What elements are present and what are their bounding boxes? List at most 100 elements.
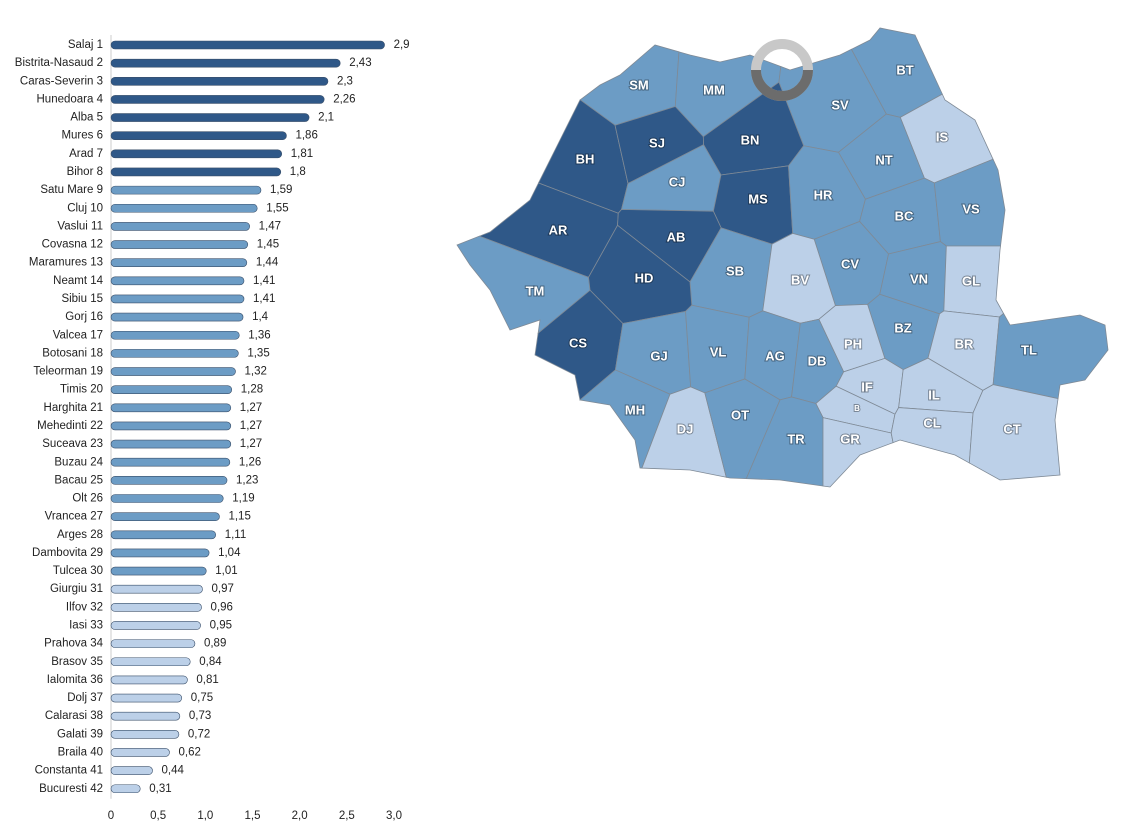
county-code: CV xyxy=(841,256,859,271)
county-code: TL xyxy=(1021,342,1037,357)
y-tick-label: Suceava 23 xyxy=(42,438,103,450)
county xyxy=(456,235,591,335)
value-label: 0,44 xyxy=(162,765,185,777)
y-tick-label: Dambovita 29 xyxy=(32,547,103,559)
y-tick-label: Satu Mare 9 xyxy=(40,184,103,196)
bar xyxy=(110,76,329,86)
y-tick-label: Vrancea 27 xyxy=(45,511,103,523)
value-label: 1,47 xyxy=(259,220,281,232)
bar xyxy=(110,40,385,50)
county-code: GJ xyxy=(650,348,667,363)
county-code: AR xyxy=(549,222,568,237)
bar xyxy=(110,222,250,231)
x-tick-label: 3,0 xyxy=(386,810,402,822)
bar xyxy=(110,693,183,703)
bar xyxy=(110,131,287,140)
bar xyxy=(110,113,310,122)
bar xyxy=(110,240,249,249)
bar xyxy=(110,367,236,376)
y-tick-label: Sibiu 15 xyxy=(61,293,103,305)
y-tick-label: Prahova 34 xyxy=(44,638,103,650)
y-tick-label: Dolj 37 xyxy=(67,692,103,704)
value-label: 1,41 xyxy=(253,275,275,287)
y-tick-label: Maramures 13 xyxy=(29,257,103,269)
y-tick-label: Timis 20 xyxy=(60,384,103,396)
value-label: 2,3 xyxy=(337,75,353,87)
bar xyxy=(110,766,153,775)
county xyxy=(745,396,824,487)
value-label: 0,72 xyxy=(188,728,210,740)
y-tick-label: Mehedinti 22 xyxy=(37,420,103,432)
y-tick-label: Neamt 14 xyxy=(53,275,103,287)
county-code: SJ xyxy=(649,135,665,150)
map: SM MM BT SV IS BH SJ BN NT CJ MS HR BC VS AR AB CV SB BV VN… xyxy=(456,27,1109,488)
y-tick-label: Olt 26 xyxy=(72,493,103,505)
y-tick-label: Alba 5 xyxy=(70,112,103,124)
county-code: OT xyxy=(731,407,749,422)
value-label: 1,45 xyxy=(257,239,279,251)
county-code: SB xyxy=(726,263,744,278)
y-tick-label: Botosani 18 xyxy=(42,347,103,359)
y-tick-label: Buzau 24 xyxy=(54,456,103,468)
value-label: 1,19 xyxy=(232,493,254,505)
value-label: 1,23 xyxy=(236,474,258,486)
county-code: HD xyxy=(635,270,654,285)
x-tick-label: 2,0 xyxy=(292,810,308,822)
county-code: CS xyxy=(569,335,587,350)
spinner-arc xyxy=(751,69,813,101)
y-tick-label: Bistrita-Nasaud 2 xyxy=(15,57,103,69)
county-code: BH xyxy=(576,151,595,166)
county-code: VS xyxy=(962,201,980,216)
value-label: 1,86 xyxy=(295,130,317,142)
county-code: BT xyxy=(896,62,913,77)
value-label: 1,55 xyxy=(266,202,288,214)
county-code: BV xyxy=(791,272,809,287)
bar xyxy=(110,711,181,721)
value-label: 1,81 xyxy=(291,148,313,160)
county-code: GL xyxy=(962,273,980,288)
county-code: CJ xyxy=(669,174,686,189)
value-label: 0,89 xyxy=(204,638,226,650)
bar xyxy=(110,95,325,104)
county-code: MS xyxy=(748,191,768,206)
county-code: AG xyxy=(765,348,785,363)
y-tick-label: Calarasi 38 xyxy=(45,710,103,722)
y-tick-label: Cluj 10 xyxy=(67,202,103,214)
bar xyxy=(110,730,180,739)
y-tick-label: Teleorman 19 xyxy=(33,366,103,378)
bar xyxy=(110,403,232,413)
value-label: 0,62 xyxy=(178,746,200,758)
y-tick-label: Ilfov 32 xyxy=(66,601,103,613)
value-label: 2,1 xyxy=(318,112,334,124)
y-tick-label: Bacau 25 xyxy=(54,474,103,486)
bar xyxy=(110,276,245,286)
county-code: BC xyxy=(895,208,914,223)
y-tick-label: Ialomita 36 xyxy=(47,674,103,686)
y-tick-label: Giurgiu 31 xyxy=(50,583,103,595)
value-label: 0,31 xyxy=(149,783,171,795)
bar xyxy=(110,784,141,794)
value-label: 1,36 xyxy=(248,329,270,341)
x-tick-label: 0,5 xyxy=(150,810,166,822)
y-tick-label: Hunedoara 4 xyxy=(37,93,104,105)
value-label: 2,9 xyxy=(394,39,410,51)
y-tick-label: Caras-Severin 3 xyxy=(20,75,103,87)
value-label: 0,95 xyxy=(210,620,232,632)
county xyxy=(579,369,671,469)
bar xyxy=(110,349,239,358)
county-code: BN xyxy=(741,132,760,147)
bar xyxy=(110,58,341,68)
y-tick-label: Bucuresti 42 xyxy=(39,783,103,795)
y-tick-label: Galati 39 xyxy=(57,728,103,740)
value-label: 0,96 xyxy=(211,601,233,613)
value-label: 1,27 xyxy=(240,420,262,432)
bar xyxy=(110,149,283,159)
value-label: 1,59 xyxy=(270,184,292,196)
county-code: CT xyxy=(1003,421,1020,436)
bar xyxy=(110,476,228,485)
y-tick-label: Harghita 21 xyxy=(44,402,103,414)
value-label: 0,97 xyxy=(212,583,234,595)
county-code: MM xyxy=(703,82,725,97)
bar xyxy=(110,603,202,612)
